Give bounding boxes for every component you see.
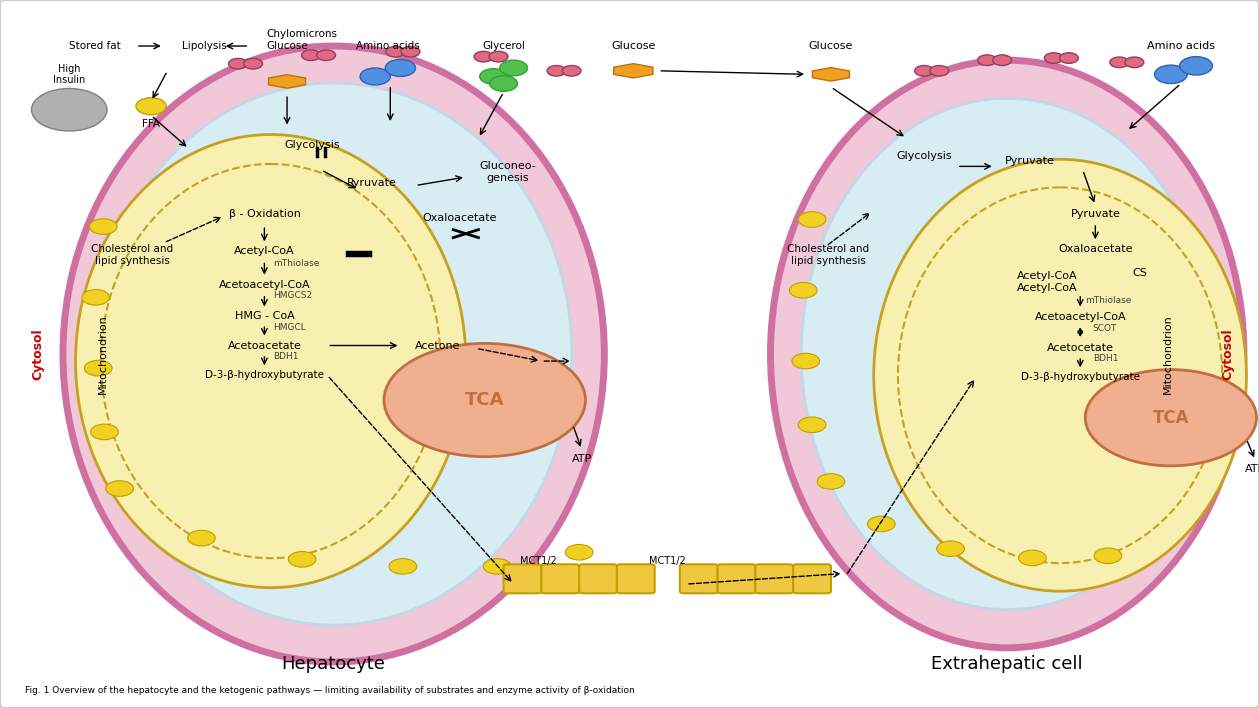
Text: Amino acids: Amino acids xyxy=(1147,41,1215,51)
Text: High
Insulin: High Insulin xyxy=(53,64,86,85)
Text: Fig. 1 Overview of the hepatocyte and the ketogenic pathways — limiting availabi: Fig. 1 Overview of the hepatocyte and th… xyxy=(25,686,635,695)
FancyBboxPatch shape xyxy=(755,564,793,593)
Circle shape xyxy=(1085,370,1256,466)
Circle shape xyxy=(188,530,215,546)
Circle shape xyxy=(500,60,528,76)
Circle shape xyxy=(89,219,117,234)
Text: BDH1: BDH1 xyxy=(1093,354,1118,362)
Text: Oxaloacetate: Oxaloacetate xyxy=(1058,244,1133,254)
Text: D-3-β-hydroxybutyrate: D-3-β-hydroxybutyrate xyxy=(1021,372,1139,382)
Text: Acetyl-CoA: Acetyl-CoA xyxy=(234,246,295,256)
Text: Acetyl-CoA: Acetyl-CoA xyxy=(1017,283,1078,293)
Text: Stored fat: Stored fat xyxy=(68,41,121,51)
Circle shape xyxy=(789,282,817,298)
Circle shape xyxy=(31,88,107,131)
Ellipse shape xyxy=(96,83,572,625)
Text: Acetyl-CoA: Acetyl-CoA xyxy=(1017,271,1078,281)
Circle shape xyxy=(993,55,1012,66)
Text: TCA: TCA xyxy=(465,391,505,409)
Circle shape xyxy=(385,59,415,76)
Circle shape xyxy=(317,50,335,61)
Text: Acetocetate: Acetocetate xyxy=(1046,343,1114,353)
Circle shape xyxy=(1109,57,1128,67)
Circle shape xyxy=(798,212,826,227)
Text: Amino acids: Amino acids xyxy=(356,41,419,51)
Circle shape xyxy=(867,516,895,532)
Circle shape xyxy=(1044,53,1063,64)
Circle shape xyxy=(565,544,593,560)
Polygon shape xyxy=(613,64,653,78)
Circle shape xyxy=(389,559,417,574)
Text: SCOT: SCOT xyxy=(1093,324,1117,333)
Circle shape xyxy=(106,481,133,496)
Circle shape xyxy=(385,47,405,57)
Circle shape xyxy=(473,52,494,62)
Text: FFA: FFA xyxy=(142,119,160,129)
Text: HMGCS2: HMGCS2 xyxy=(273,292,312,300)
Text: Hepatocyte: Hepatocyte xyxy=(282,655,385,673)
Text: Glucose: Glucose xyxy=(808,41,854,51)
Circle shape xyxy=(937,541,964,556)
Text: Acetoacetate: Acetoacetate xyxy=(228,341,301,350)
Text: Glycolysis: Glycolysis xyxy=(896,151,952,161)
Circle shape xyxy=(302,50,320,61)
Polygon shape xyxy=(812,67,850,81)
Text: Chylomicrons: Chylomicrons xyxy=(267,29,337,39)
Circle shape xyxy=(400,47,421,57)
Circle shape xyxy=(546,66,565,76)
Circle shape xyxy=(1155,65,1187,84)
FancyBboxPatch shape xyxy=(504,564,541,593)
Circle shape xyxy=(1180,57,1212,75)
FancyBboxPatch shape xyxy=(793,564,831,593)
Text: β - Oxidation: β - Oxidation xyxy=(229,209,301,219)
Circle shape xyxy=(136,98,166,115)
Text: Cytosol: Cytosol xyxy=(1221,329,1234,379)
Circle shape xyxy=(977,55,997,66)
Circle shape xyxy=(488,52,507,62)
Text: Oxaloacetate: Oxaloacetate xyxy=(422,213,497,223)
Text: Cholesterol and
lipid synthesis: Cholesterol and lipid synthesis xyxy=(787,244,870,266)
Circle shape xyxy=(1124,57,1143,67)
Text: Acetone: Acetone xyxy=(415,341,461,350)
Text: Glucose: Glucose xyxy=(611,41,656,51)
Text: MCT1/2: MCT1/2 xyxy=(520,556,558,566)
Circle shape xyxy=(562,66,580,76)
Ellipse shape xyxy=(874,159,1246,591)
Text: Glycerol: Glycerol xyxy=(482,41,525,51)
FancyBboxPatch shape xyxy=(579,564,617,593)
Text: D-3-β-hydroxybutyrate: D-3-β-hydroxybutyrate xyxy=(205,370,324,380)
Circle shape xyxy=(490,76,517,91)
FancyBboxPatch shape xyxy=(617,564,655,593)
Circle shape xyxy=(1019,550,1046,566)
FancyBboxPatch shape xyxy=(680,564,718,593)
Text: TCA: TCA xyxy=(1153,409,1188,427)
Text: Pyruvate: Pyruvate xyxy=(1070,209,1121,219)
Text: CS: CS xyxy=(1132,268,1147,278)
Ellipse shape xyxy=(63,46,604,662)
Circle shape xyxy=(229,59,247,69)
Circle shape xyxy=(384,343,585,457)
Text: Cytosol: Cytosol xyxy=(31,329,44,379)
Circle shape xyxy=(84,360,112,376)
Circle shape xyxy=(792,353,820,369)
Text: MCT1/2: MCT1/2 xyxy=(648,556,686,566)
Circle shape xyxy=(817,474,845,489)
Text: Acetoacetyl-CoA: Acetoacetyl-CoA xyxy=(219,280,310,290)
Circle shape xyxy=(360,68,390,85)
Circle shape xyxy=(82,290,110,305)
FancyBboxPatch shape xyxy=(718,564,755,593)
Circle shape xyxy=(244,59,263,69)
Circle shape xyxy=(480,69,507,84)
Text: Cholesterol and
lipid synthesis: Cholesterol and lipid synthesis xyxy=(91,244,174,266)
Text: mThiolase: mThiolase xyxy=(273,259,320,268)
Circle shape xyxy=(288,552,316,567)
Ellipse shape xyxy=(801,98,1214,610)
Text: Acetoacetyl-CoA: Acetoacetyl-CoA xyxy=(1035,312,1126,322)
Text: HMGCL: HMGCL xyxy=(273,323,306,331)
Text: ATP: ATP xyxy=(572,454,592,464)
Text: Gluconeo-
genesis: Gluconeo- genesis xyxy=(478,161,536,183)
Text: Mitochondrion: Mitochondrion xyxy=(98,314,108,394)
Circle shape xyxy=(798,417,826,433)
Text: Pyruvate: Pyruvate xyxy=(346,178,397,188)
